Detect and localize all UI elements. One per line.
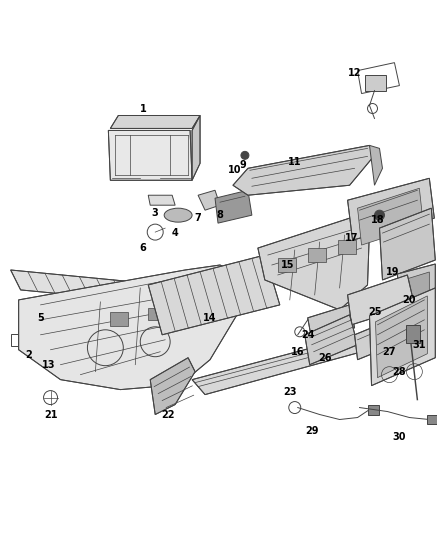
Polygon shape	[355, 305, 431, 360]
Polygon shape	[403, 272, 429, 300]
Text: 8: 8	[216, 210, 223, 220]
Polygon shape	[397, 264, 435, 308]
Text: 29: 29	[305, 426, 318, 437]
Ellipse shape	[164, 208, 192, 222]
Text: 19: 19	[386, 267, 399, 277]
Polygon shape	[308, 305, 355, 340]
Polygon shape	[110, 116, 200, 128]
Circle shape	[374, 210, 385, 220]
Text: 10: 10	[228, 165, 242, 175]
Text: 18: 18	[371, 215, 384, 225]
Text: 16: 16	[291, 347, 304, 357]
Text: 28: 28	[392, 367, 406, 377]
Polygon shape	[19, 265, 240, 390]
Polygon shape	[192, 330, 388, 394]
Text: 5: 5	[37, 313, 44, 323]
Polygon shape	[258, 218, 370, 310]
Polygon shape	[148, 255, 280, 335]
Text: 25: 25	[368, 307, 381, 317]
Bar	[406, 325, 420, 343]
Bar	[11, 334, 27, 346]
Text: 15: 15	[281, 260, 294, 270]
Bar	[427, 415, 437, 424]
Text: 9: 9	[240, 160, 246, 171]
Polygon shape	[375, 296, 427, 378]
Circle shape	[241, 151, 249, 159]
Text: 27: 27	[383, 347, 396, 357]
Polygon shape	[370, 146, 382, 185]
Bar	[338, 240, 356, 254]
Polygon shape	[108, 131, 192, 180]
Text: 7: 7	[195, 213, 201, 223]
Bar	[152, 308, 164, 316]
Polygon shape	[198, 190, 220, 210]
Text: 6: 6	[140, 243, 147, 253]
Polygon shape	[150, 358, 195, 415]
Text: 23: 23	[283, 386, 297, 397]
Text: 24: 24	[301, 330, 314, 340]
Bar	[110, 312, 128, 326]
Polygon shape	[379, 208, 435, 280]
Text: 1: 1	[140, 103, 147, 114]
Text: 13: 13	[42, 360, 55, 370]
Text: 22: 22	[162, 409, 175, 419]
Polygon shape	[370, 288, 435, 385]
Text: 4: 4	[172, 228, 179, 238]
Text: 26: 26	[318, 353, 332, 363]
Text: 31: 31	[413, 340, 426, 350]
Bar	[367, 405, 379, 415]
Bar	[148, 308, 163, 320]
Polygon shape	[148, 195, 175, 205]
Polygon shape	[233, 146, 374, 195]
Polygon shape	[192, 116, 200, 180]
Text: 14: 14	[203, 313, 217, 323]
Polygon shape	[348, 275, 414, 325]
Bar	[278, 258, 296, 272]
Polygon shape	[348, 178, 434, 240]
Polygon shape	[215, 190, 252, 223]
Text: 20: 20	[403, 295, 416, 305]
Text: 17: 17	[345, 233, 358, 243]
Polygon shape	[305, 315, 357, 365]
Text: 2: 2	[25, 350, 32, 360]
Bar	[364, 75, 386, 91]
Text: 12: 12	[348, 68, 361, 78]
Text: 3: 3	[152, 208, 159, 218]
Text: 11: 11	[288, 157, 301, 167]
Polygon shape	[11, 270, 175, 305]
Text: 30: 30	[393, 432, 406, 442]
Polygon shape	[357, 188, 424, 245]
Bar	[308, 248, 326, 262]
Text: 21: 21	[44, 409, 57, 419]
